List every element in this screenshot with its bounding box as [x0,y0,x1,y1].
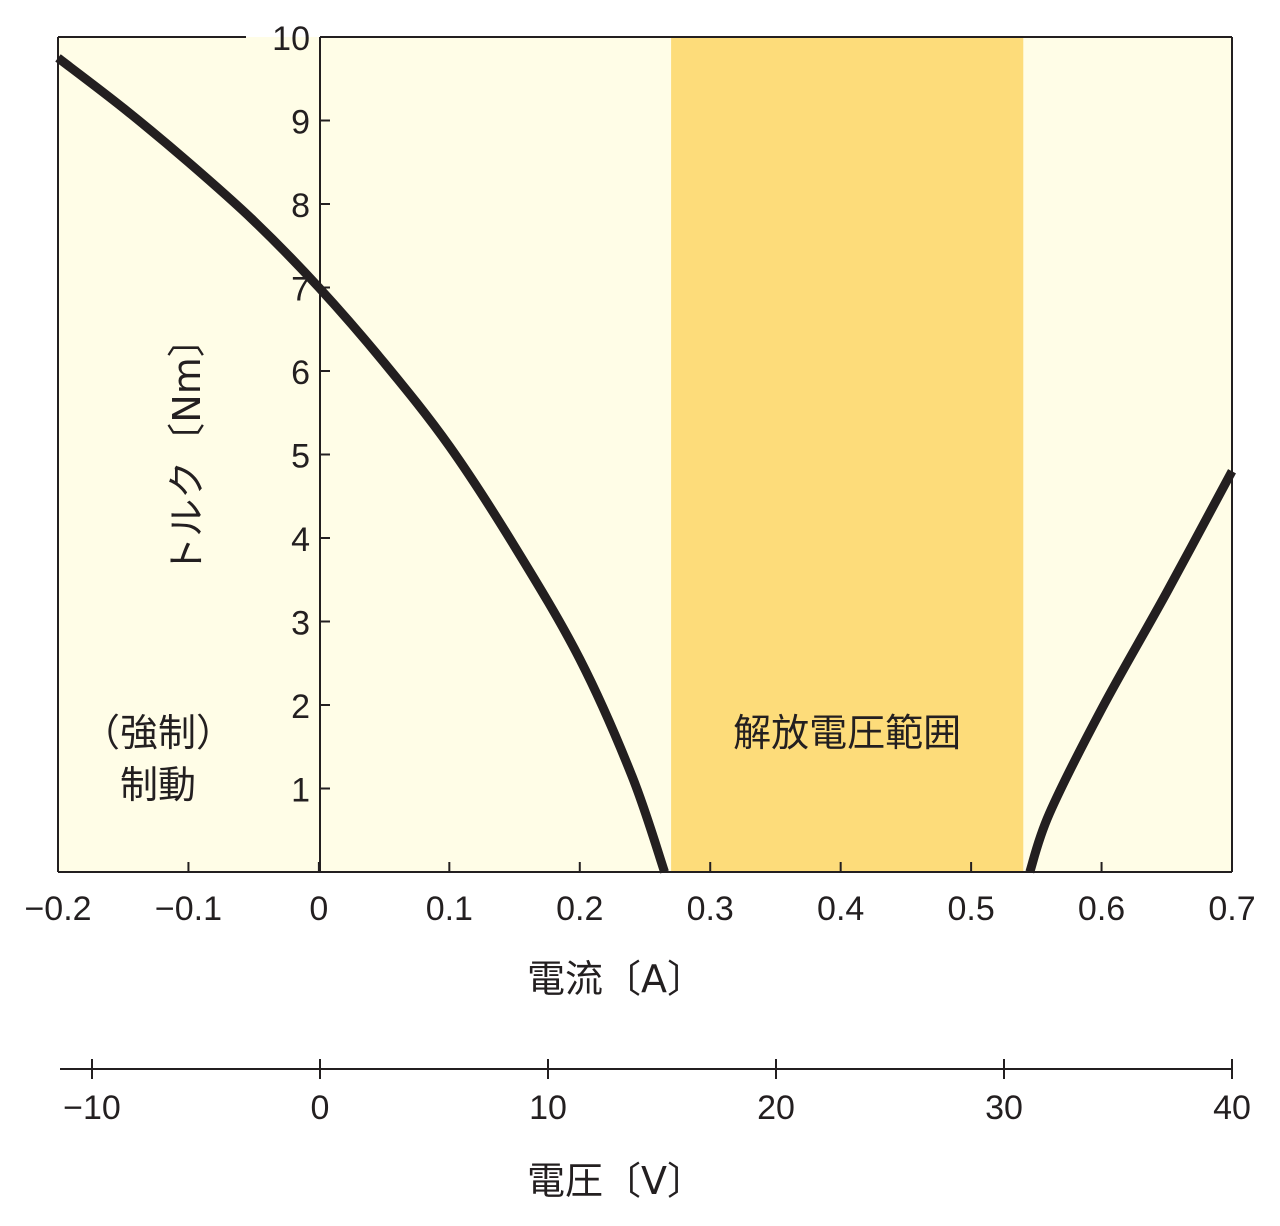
chart-text: 解放電圧範囲 （強制） 制動 電流〔A〕 電圧〔V〕 トルク〔Nm〕 [82,319,961,1203]
voltage-tick-label: 30 [985,1089,1023,1127]
voltage-tick-label: 40 [1213,1089,1251,1127]
x-tick-label: 0.4 [817,890,864,928]
y-tick-label: 7 [291,271,310,309]
x-tick-label: 0.6 [1078,890,1125,928]
y-tick-label: 3 [291,605,310,643]
x-tick-label: 0 [309,890,328,928]
y-tick-label: 9 [291,104,310,142]
y-axis-label: トルク〔Nm〕 [165,319,209,574]
torque-curve-1 [55,54,669,874]
voltage-tick-label: 10 [529,1089,567,1127]
curves [55,54,1236,874]
x-tick-label: 0.2 [556,890,603,928]
y-tick-label: 2 [291,688,310,726]
voltage-tick-label: 0 [311,1089,330,1127]
left-annotation-line1: （強制） [82,711,234,755]
y-tick-label: 8 [291,187,310,225]
x-tick-label: 0.5 [947,890,994,928]
secondary-x-axis-label: 電圧〔V〕 [527,1159,705,1203]
x-tick-label: −0.2 [24,890,91,928]
axes: −0.2 −0.1 0 0.1 0.2 0.3 0.4 0.5 0.6 0.7 1 2 3 4 5 6 7 8 9 1… [24,20,1255,1127]
voltage-tick-label: −10 [63,1089,121,1127]
x-tick-label: 0.7 [1208,890,1255,928]
y-tick-label: 1 [291,772,310,810]
band-label: 解放電圧範囲 [733,711,961,755]
x-tick-label: −0.1 [155,890,222,928]
voltage-tick-label: 20 [757,1089,795,1127]
left-annotation-line2: 制動 [120,763,196,807]
x-axis-label: 電流〔A〕 [527,957,705,1001]
y-tick-label: 5 [291,438,310,476]
release-voltage-band [671,37,1024,872]
y-tick-label: 4 [291,521,310,559]
y-tick-label: 10 [272,20,310,58]
x-tick-label: 0.1 [426,890,473,928]
plot-background [58,37,1232,872]
x-tick-label: 0.3 [687,890,734,928]
torque-curve-2 [1025,469,1236,874]
y-tick-label: 6 [291,354,310,392]
